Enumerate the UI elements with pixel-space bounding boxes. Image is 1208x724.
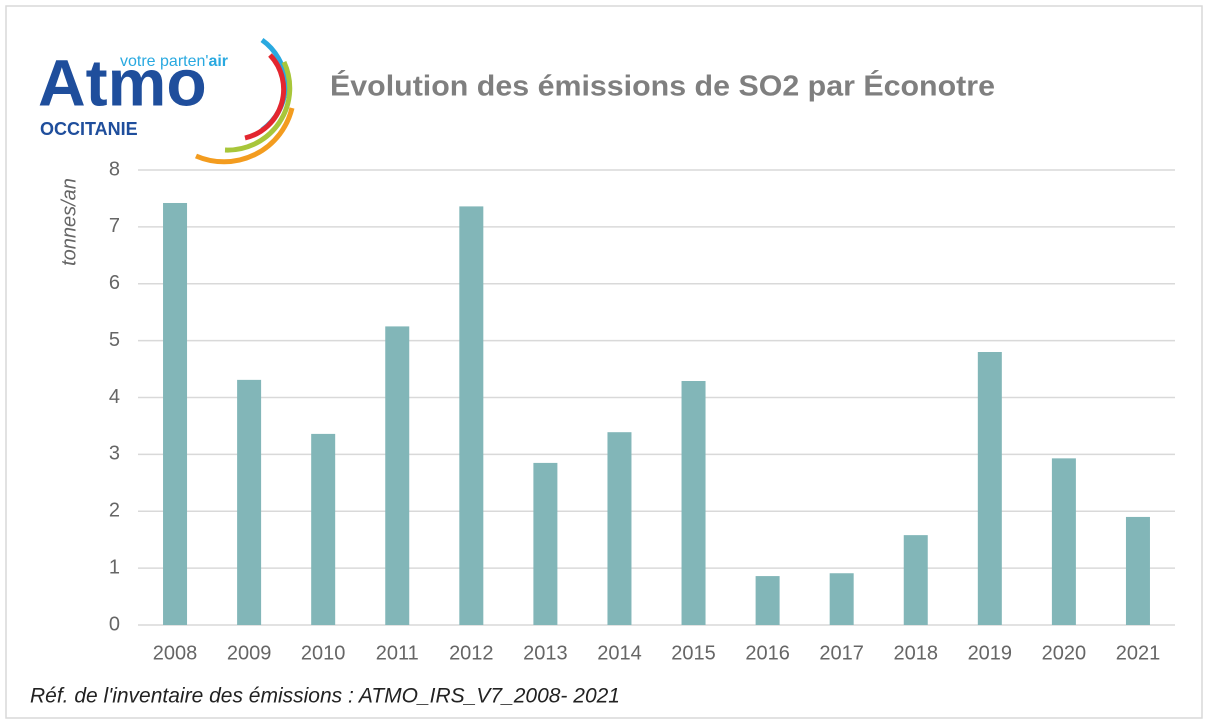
logo-arc [224,60,293,153]
x-tick-label: 2018 [894,642,939,664]
x-tick-label: 2012 [449,642,494,664]
x-tick-label: 2009 [227,642,272,664]
logo-name: Atmo [38,45,207,119]
logo-tagline: votre parten'air [120,53,228,70]
y-tick-label: 8 [109,158,120,180]
bar [607,432,632,625]
chart-title: Évolution des émissions de SO2 par Écono… [330,69,995,103]
y-tick-label: 5 [109,329,120,351]
bar [163,202,188,626]
y-tick-label: 4 [109,386,120,408]
bar [533,462,558,625]
logo-region: OCCITANIE [40,119,138,139]
bar [237,379,262,625]
logo: votre parten'air Atmo OCCITANIE [38,37,295,165]
x-tick-label: 2019 [968,642,1013,664]
footnote: Réf. de l'inventaire des émissions : ATM… [30,685,620,708]
bar [385,326,410,625]
bar [1051,458,1076,625]
y-tick-label: 6 [109,272,120,294]
x-tick-label: 2015 [671,642,716,664]
x-tick-label: 2021 [1116,642,1161,664]
y-tick-label: 0 [109,613,120,635]
bar [903,535,928,625]
x-tick-label: 2013 [523,642,568,664]
y-tick-label: 7 [109,215,120,237]
bar [681,381,706,625]
y-tick-label: 2 [109,500,120,522]
y-tick-label: 3 [109,443,120,465]
x-tick-label: 2017 [819,642,864,664]
x-tick-label: 2010 [301,642,346,664]
y-axis-label: tonnes/an [58,178,80,266]
logo-arc [244,53,287,141]
bar [459,206,484,625]
bar [977,352,1002,625]
x-tick-label: 2008 [153,642,198,664]
x-tick-label: 2016 [745,642,790,664]
y-tick-label: 1 [109,556,120,578]
logo-arc [195,107,295,165]
frame [5,5,1203,719]
bar [1125,516,1150,625]
bar [829,573,854,625]
x-tick-label: 2014 [597,642,642,664]
x-tick-label: 2020 [1042,642,1087,664]
bar [311,433,336,625]
bar [755,576,780,625]
x-tick-label: 2011 [376,642,419,664]
